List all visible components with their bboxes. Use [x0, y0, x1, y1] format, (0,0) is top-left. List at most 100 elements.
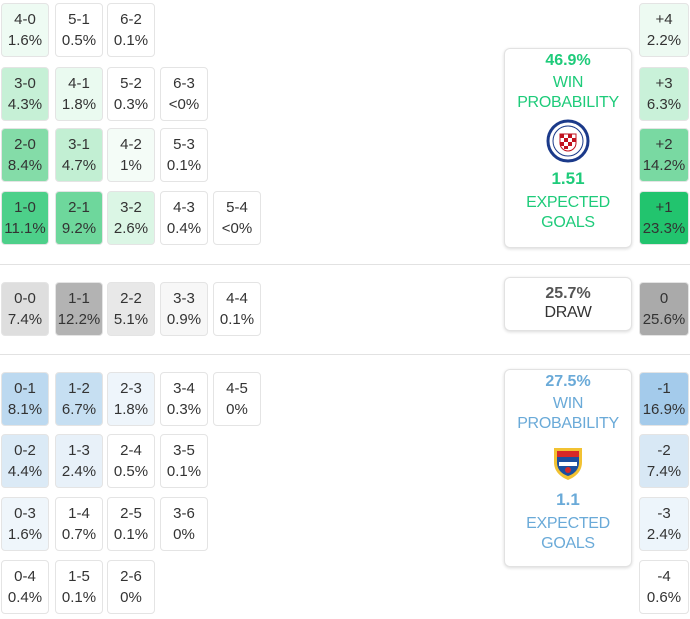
scoreline-cell-label: 6-2 [120, 11, 142, 28]
scoreline-cell-label: 4-0 [14, 11, 36, 28]
scoreline-cell-label: 4-4 [226, 290, 248, 307]
scoreline-cell-label: 3-2 [120, 199, 142, 216]
goal-difference-cell[interactable]: -1 16.9% [639, 372, 689, 426]
scoreline-cell[interactable]: 0-1 8.1% [1, 372, 49, 426]
scoreline-cell[interactable]: 3-5 0.1% [160, 434, 208, 488]
scoreline-cell[interactable]: 1-1 12.2% [55, 282, 103, 336]
scoreline-cell-probability: 0.5% [113, 463, 149, 480]
draw-percent: 25.7% [545, 285, 591, 302]
scoreline-cell-probability: 0.7% [61, 526, 97, 543]
scoreline-cell-label: 2-5 [120, 505, 142, 522]
scoreline-cell[interactable]: 1-0 11.1% [1, 191, 49, 245]
scoreline-cell-label: 4-5 [226, 380, 248, 397]
scoreline-cell[interactable]: 0-4 0.4% [1, 560, 49, 614]
goal-difference-cell-label: -1 [657, 380, 671, 397]
scoreline-cell[interactable]: 3-0 4.3% [1, 67, 49, 121]
goal-difference-cell-label: -2 [657, 442, 671, 459]
scoreline-cell[interactable]: 2-3 1.8% [107, 372, 155, 426]
scoreline-cell[interactable]: 0-2 4.4% [1, 434, 49, 488]
scoreline-cell[interactable]: 0-3 1.6% [1, 497, 49, 551]
scoreline-cell[interactable]: 5-4 <0% [213, 191, 261, 245]
scoreline-cell-label: 3-1 [68, 136, 90, 153]
scoreline-cell-probability: 1.6% [7, 32, 43, 49]
scoreline-cell[interactable]: 2-1 9.2% [55, 191, 103, 245]
scoreline-cell[interactable]: 1-3 2.4% [55, 434, 103, 488]
scoreline-cell[interactable]: 3-3 0.9% [160, 282, 208, 336]
goal-difference-cell[interactable]: -3 2.4% [639, 497, 689, 551]
scoreline-cell-label: 3-4 [173, 380, 195, 397]
scoreline-cell[interactable]: 6-3 <0% [160, 67, 208, 121]
home-win-card: 46.9% WIN PROBABILITY 1.51 EXPECTED GOAL… [504, 48, 632, 248]
scoreline-cell[interactable]: 3-1 4.7% [55, 128, 103, 182]
scoreline-cell-probability: 4.7% [61, 157, 97, 174]
goal-difference-cell-label: +1 [655, 199, 673, 216]
goal-difference-cell[interactable]: +3 6.3% [639, 67, 689, 121]
scoreline-cell[interactable]: 1-5 0.1% [55, 560, 103, 614]
scoreline-cell-label: 3-0 [14, 75, 36, 92]
scoreline-cell-label: 1-3 [68, 442, 90, 459]
scoreline-cell-label: 4-2 [120, 136, 142, 153]
scoreline-cell-label: 4-3 [173, 199, 195, 216]
goal-difference-cell[interactable]: +4 2.2% [639, 3, 689, 57]
scoreline-cell[interactable]: 1-4 0.7% [55, 497, 103, 551]
scoreline-cell[interactable]: 2-0 8.4% [1, 128, 49, 182]
scoreline-cell[interactable]: 4-5 0% [213, 372, 261, 426]
scoreline-cell[interactable]: 4-2 1% [107, 128, 155, 182]
scoreline-cell-probability: 12.2% [57, 311, 101, 328]
scoreline-cell-probability: 8.1% [7, 401, 43, 418]
scoreline-cell-probability: 4.4% [7, 463, 43, 480]
scoreline-cell-probability: 0.3% [166, 401, 202, 418]
scoreline-cell-label: 6-3 [173, 75, 195, 92]
scoreline-cell[interactable]: 3-2 2.6% [107, 191, 155, 245]
scoreline-cell-label: 5-2 [120, 75, 142, 92]
scoreline-cell-label: 1-5 [68, 568, 90, 585]
scoreline-cell-label: 3-3 [173, 290, 195, 307]
scoreline-cell[interactable]: 5-1 0.5% [55, 3, 103, 57]
scoreline-cell-label: 4-1 [68, 75, 90, 92]
scoreline-cell[interactable]: 4-4 0.1% [213, 282, 261, 336]
scoreline-cell-probability: 0.3% [113, 96, 149, 113]
scoreline-cell[interactable]: 3-4 0.3% [160, 372, 208, 426]
goal-difference-cell[interactable]: -2 7.4% [639, 434, 689, 488]
scoreline-cell-label: 2-1 [68, 199, 90, 216]
scoreline-cell[interactable]: 4-0 1.6% [1, 3, 49, 57]
away-expected-goals: 1.1 [556, 490, 580, 509]
home-win-label: WIN PROBABILITY [517, 74, 619, 111]
goal-difference-cell-probability: 6.3% [646, 96, 682, 113]
scoreline-cell[interactable]: 5-3 0.1% [160, 128, 208, 182]
scoreline-cell-probability: 8.4% [7, 157, 43, 174]
draw-card: 25.7% DRAW [504, 277, 632, 331]
scoreline-cell-label: 2-4 [120, 442, 142, 459]
scoreline-cell-probability: 9.2% [61, 220, 97, 237]
scoreline-cell[interactable]: 0-0 7.4% [1, 282, 49, 336]
scoreline-cell[interactable]: 6-2 0.1% [107, 3, 155, 57]
scoreline-cell-probability: 2.4% [61, 463, 97, 480]
away-win-label: WIN PROBABILITY [517, 395, 619, 432]
goal-difference-cell-label: +3 [655, 75, 673, 92]
scoreline-cell[interactable]: 3-6 0% [160, 497, 208, 551]
scoreline-cell[interactable]: 1-2 6.7% [55, 372, 103, 426]
goal-difference-cell-probability: 16.9% [642, 401, 686, 418]
scoreline-cell[interactable]: 2-2 5.1% [107, 282, 155, 336]
scoreline-cell[interactable]: 2-5 0.1% [107, 497, 155, 551]
goal-difference-cell[interactable]: 0 25.6% [639, 282, 689, 336]
scoreline-cell[interactable]: 4-1 1.8% [55, 67, 103, 121]
scoreline-cell[interactable]: 2-6 0% [107, 560, 155, 614]
scoreline-cell[interactable]: 4-3 0.4% [160, 191, 208, 245]
draw-label: DRAW [544, 304, 592, 321]
goal-difference-cell[interactable]: +2 14.2% [639, 128, 689, 182]
goal-difference-cell-probability: 25.6% [642, 311, 686, 328]
away-win-percent: 27.5% [545, 373, 591, 390]
scoreline-cell-probability: <0% [221, 220, 253, 237]
scoreline-cell[interactable]: 5-2 0.3% [107, 67, 155, 121]
goal-difference-cell-label: +4 [655, 11, 673, 28]
scoreline-cell-probability: <0% [168, 96, 200, 113]
goal-difference-cell-probability: 14.2% [642, 157, 686, 174]
goal-difference-cell[interactable]: -4 0.6% [639, 560, 689, 614]
scoreline-cell-probability: 6.7% [61, 401, 97, 418]
scoreline-cell-probability: 0.1% [219, 311, 255, 328]
goal-difference-cell[interactable]: +1 23.3% [639, 191, 689, 245]
scoreline-cell-label: 1-2 [68, 380, 90, 397]
scoreline-cell[interactable]: 2-4 0.5% [107, 434, 155, 488]
goal-difference-cell-probability: 0.6% [646, 589, 682, 606]
